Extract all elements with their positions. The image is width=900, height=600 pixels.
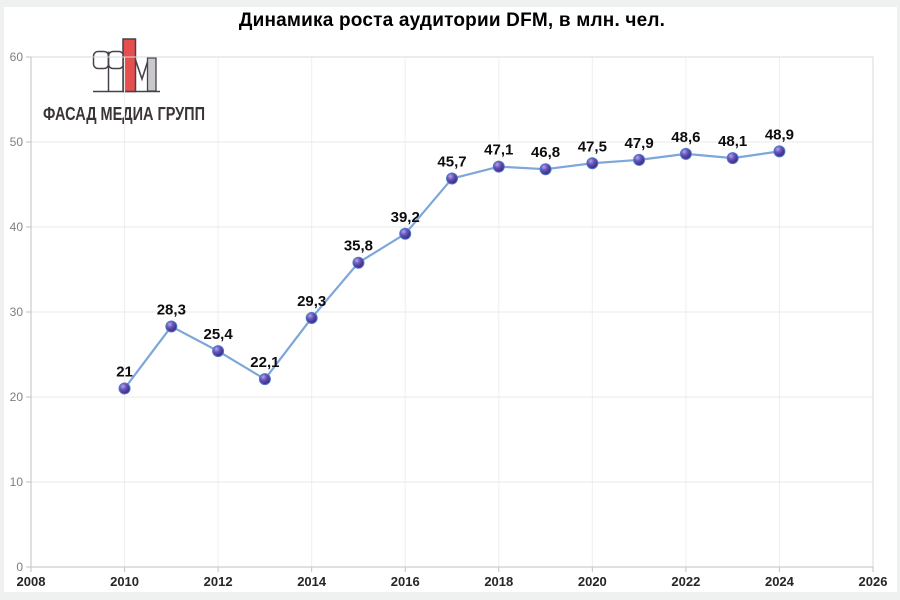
- data-point-label: 47,9: [625, 135, 654, 152]
- data-point-label: 48,9: [765, 126, 794, 143]
- data-point: [586, 157, 599, 170]
- data-point-label: 28,3: [157, 301, 186, 318]
- data-point: [446, 172, 458, 185]
- data-point-label: 25,4: [204, 326, 234, 343]
- y-tick-label: 60: [10, 50, 24, 64]
- x-tick-label: 2022: [671, 574, 700, 589]
- fasad-media-group-logo: ФАСАД МЕДИА ГРУПП: [43, 38, 205, 124]
- data-point: [212, 345, 225, 358]
- x-tick-label: 2024: [765, 574, 795, 589]
- data-point-label: 45,7: [437, 154, 466, 171]
- data-point-label: 22,1: [250, 354, 279, 371]
- data-point-label: 47,1: [484, 142, 513, 159]
- y-tick-label: 40: [10, 220, 24, 234]
- y-tick-label: 20: [10, 390, 24, 404]
- y-tick-label: 50: [10, 135, 24, 149]
- logo-red-bar: [122, 38, 137, 93]
- data-point: [679, 147, 692, 160]
- data-point: [258, 373, 271, 386]
- data-point-label: 21: [116, 364, 133, 381]
- data-point: [399, 227, 412, 240]
- x-tick-label: 2014: [297, 574, 327, 589]
- y-tick-label: 30: [10, 305, 24, 319]
- data-point-label: 39,2: [391, 209, 420, 226]
- data-point: [492, 160, 505, 173]
- x-tick-label: 2012: [204, 574, 233, 589]
- x-tick-label: 2018: [484, 574, 513, 589]
- data-point-label: 29,3: [297, 293, 326, 310]
- x-tick-label: 2016: [391, 574, 420, 589]
- data-point: [305, 311, 318, 324]
- chart-panel: [4, 7, 897, 592]
- data-point: [726, 152, 739, 165]
- y-tick-label: 10: [10, 475, 24, 489]
- data-point: [773, 145, 786, 158]
- data-point: [539, 163, 552, 176]
- data-point: [118, 382, 131, 395]
- x-tick-label: 2008: [17, 574, 46, 589]
- logo-m-check: [134, 59, 149, 82]
- logo-mark: [92, 38, 160, 93]
- data-point-label: 48,6: [671, 129, 700, 146]
- data-point: [165, 320, 178, 333]
- logo-gray-leg: [146, 57, 157, 92]
- data-point-label: 35,8: [344, 238, 373, 255]
- data-point: [633, 153, 646, 166]
- x-tick-label: 2020: [578, 574, 607, 589]
- x-tick-label: 2026: [859, 574, 888, 589]
- x-tick-label: 2010: [110, 574, 139, 589]
- data-point-label: 46,8: [531, 144, 560, 161]
- data-point-label: 47,5: [578, 138, 607, 155]
- data-point-label: 48,1: [718, 133, 747, 150]
- chart-title: Динамика роста аудитории DFM, в млн. чел…: [238, 10, 666, 31]
- y-tick-label: 0: [16, 560, 23, 574]
- logo-text: ФАСАД МЕДИА ГРУПП: [43, 104, 205, 124]
- data-point: [352, 256, 365, 269]
